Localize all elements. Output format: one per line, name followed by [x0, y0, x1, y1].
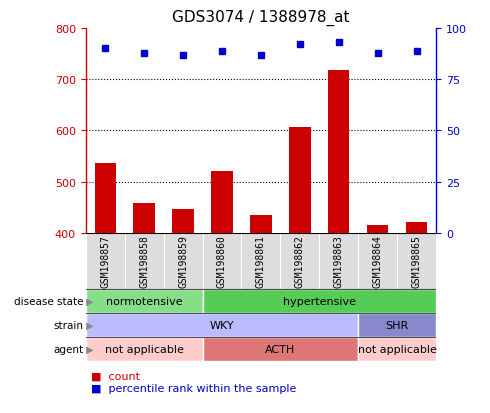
Text: WKY: WKY	[210, 320, 234, 330]
Text: not applicable: not applicable	[358, 344, 437, 354]
Bar	[367, 225, 389, 233]
Bar	[133, 204, 155, 233]
Text: ACTH: ACTH	[265, 344, 295, 354]
Text: agent: agent	[53, 344, 83, 354]
Bar	[202, 233, 242, 289]
Bar	[202, 289, 436, 313]
Bar	[280, 233, 319, 289]
Text: ▶: ▶	[83, 296, 94, 306]
Text: ▶: ▶	[83, 344, 94, 354]
Text: GSM198864: GSM198864	[373, 235, 383, 287]
Bar	[358, 313, 436, 337]
Bar	[124, 233, 164, 289]
Bar	[328, 71, 349, 233]
Bar	[397, 233, 436, 289]
Text: strain: strain	[53, 320, 83, 330]
Title: GDS3074 / 1388978_at: GDS3074 / 1388978_at	[172, 10, 350, 26]
Text: GSM198863: GSM198863	[334, 235, 344, 287]
Text: GSM198859: GSM198859	[178, 235, 188, 287]
Text: ▶: ▶	[83, 320, 94, 330]
Bar	[250, 216, 271, 233]
Bar	[319, 233, 358, 289]
Bar	[289, 128, 311, 233]
Bar	[358, 233, 397, 289]
Text: GSM198865: GSM198865	[412, 235, 421, 287]
Bar	[406, 222, 427, 233]
Text: not applicable: not applicable	[105, 344, 184, 354]
Bar	[211, 171, 233, 233]
Text: hypertensive: hypertensive	[283, 296, 356, 306]
Bar	[164, 233, 202, 289]
Text: GSM198858: GSM198858	[139, 235, 149, 287]
Text: GSM198860: GSM198860	[217, 235, 227, 287]
Bar	[86, 289, 202, 313]
Bar	[86, 337, 202, 361]
Bar	[172, 209, 194, 233]
Text: GSM198862: GSM198862	[295, 235, 305, 287]
Bar	[358, 337, 436, 361]
Text: ■  count: ■ count	[91, 370, 140, 380]
Bar	[86, 233, 124, 289]
Text: normotensive: normotensive	[106, 296, 182, 306]
Bar	[202, 337, 358, 361]
Bar	[242, 233, 280, 289]
Text: disease state: disease state	[14, 296, 83, 306]
Bar	[86, 313, 358, 337]
Text: SHR: SHR	[386, 320, 409, 330]
Text: ■  percentile rank within the sample: ■ percentile rank within the sample	[91, 383, 296, 393]
Bar	[95, 163, 116, 233]
Text: GSM198857: GSM198857	[100, 235, 110, 287]
Text: GSM198861: GSM198861	[256, 235, 266, 287]
